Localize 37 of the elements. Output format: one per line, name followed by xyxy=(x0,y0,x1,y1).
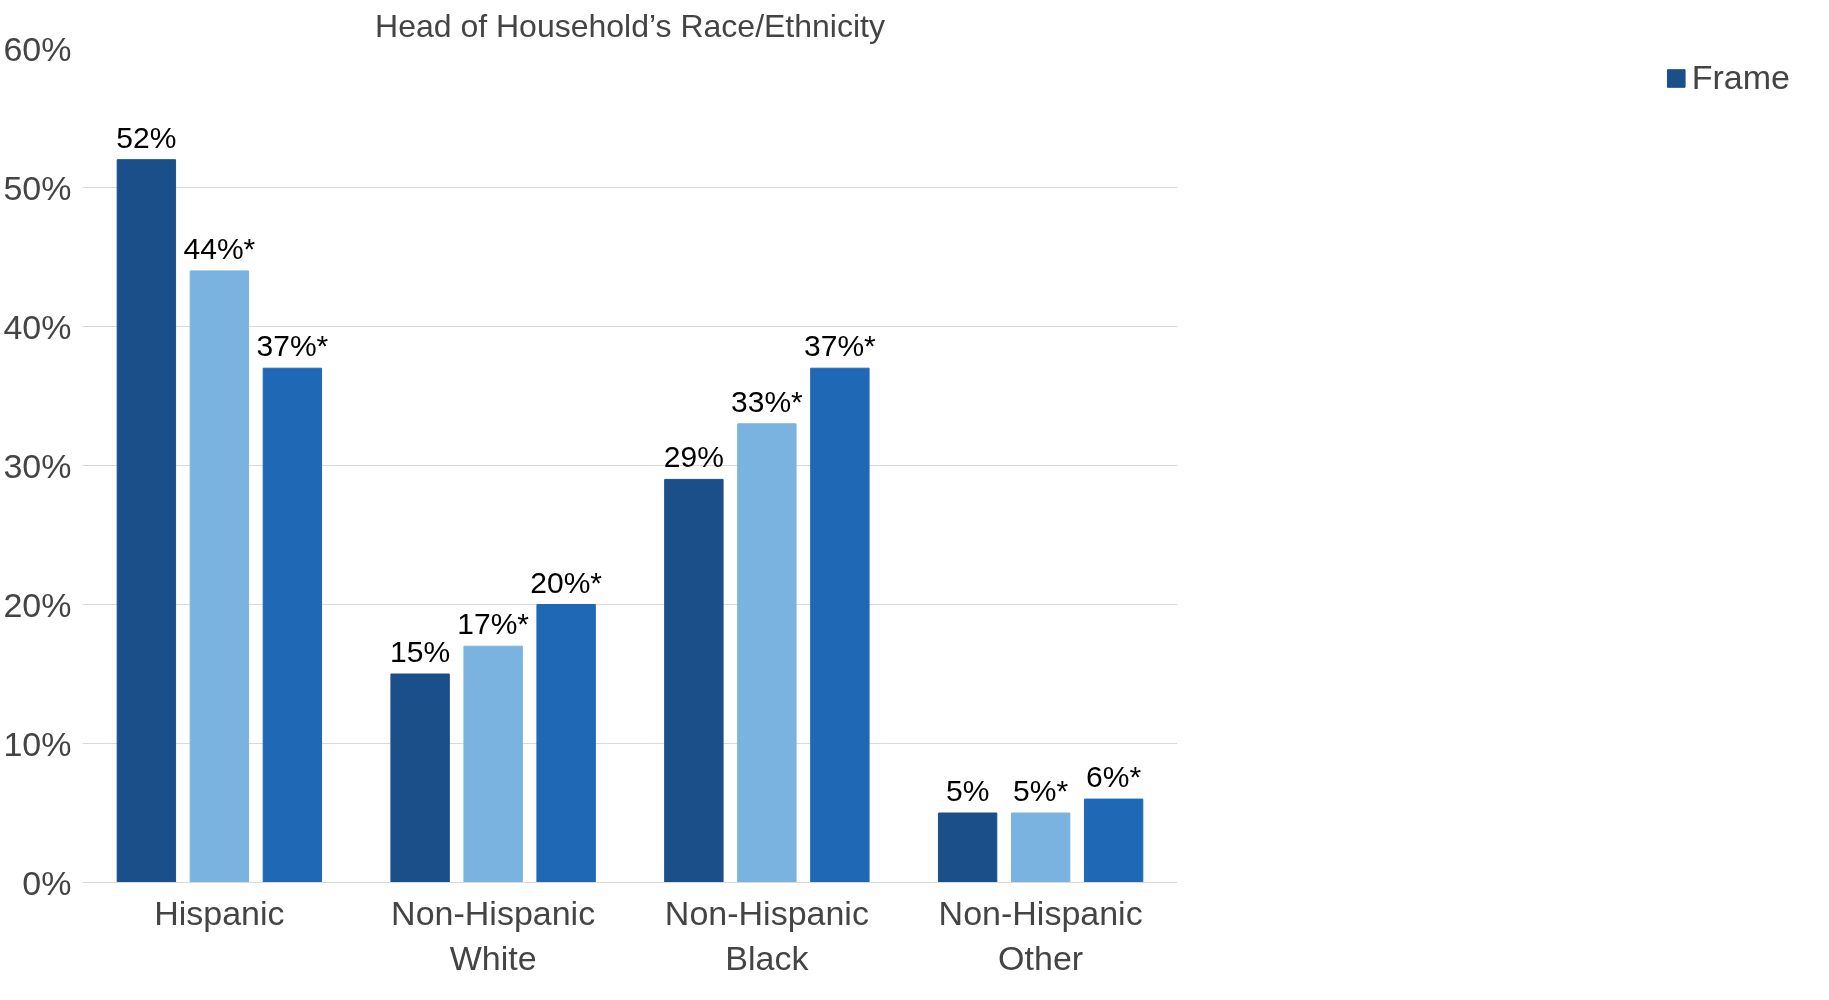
data-label: 52% xyxy=(116,120,177,154)
y-tick-label: 0% xyxy=(22,863,72,902)
data-label: 17%* xyxy=(457,607,530,641)
x-tick-label: Non-Hispanic Other xyxy=(938,893,1143,978)
y-tick-label: 40% xyxy=(3,307,72,346)
bar xyxy=(737,423,797,883)
data-label: 5%* xyxy=(1013,774,1069,807)
data-label: 15% xyxy=(390,635,451,668)
y-tick-label: 20% xyxy=(3,585,72,624)
x-tick-label: Non-Hispanic Black xyxy=(664,893,869,978)
chart-title: Head of Household’s Race/Ethnicity xyxy=(375,7,885,44)
y-tick-label: 60% xyxy=(3,29,72,68)
data-label: 33%* xyxy=(731,384,804,418)
data-label: 20%* xyxy=(530,565,603,599)
bar xyxy=(116,159,177,883)
data-label: 44%* xyxy=(183,231,256,265)
data-label: 37%* xyxy=(256,329,329,363)
bar xyxy=(1083,798,1144,883)
y-tick-label: 10% xyxy=(3,724,72,763)
data-label: 5% xyxy=(945,774,990,807)
bar xyxy=(390,673,450,883)
bar xyxy=(262,367,323,883)
bar xyxy=(189,270,250,883)
bar xyxy=(1010,812,1071,883)
data-label: 6%* xyxy=(1086,760,1142,794)
bar xyxy=(664,478,724,883)
bar xyxy=(810,367,870,883)
x-tick-label: Non-Hispanic White xyxy=(391,893,596,978)
x-tick-label: Hispanic xyxy=(154,893,285,932)
y-tick-label: 50% xyxy=(3,168,72,207)
data-label: 37%* xyxy=(804,329,877,363)
bar xyxy=(463,645,523,883)
bar xyxy=(937,812,998,883)
y-tick-label: 30% xyxy=(3,446,72,485)
data-label: 29% xyxy=(663,440,724,474)
bar xyxy=(536,604,596,883)
legend-label: Frame xyxy=(1691,58,1790,97)
